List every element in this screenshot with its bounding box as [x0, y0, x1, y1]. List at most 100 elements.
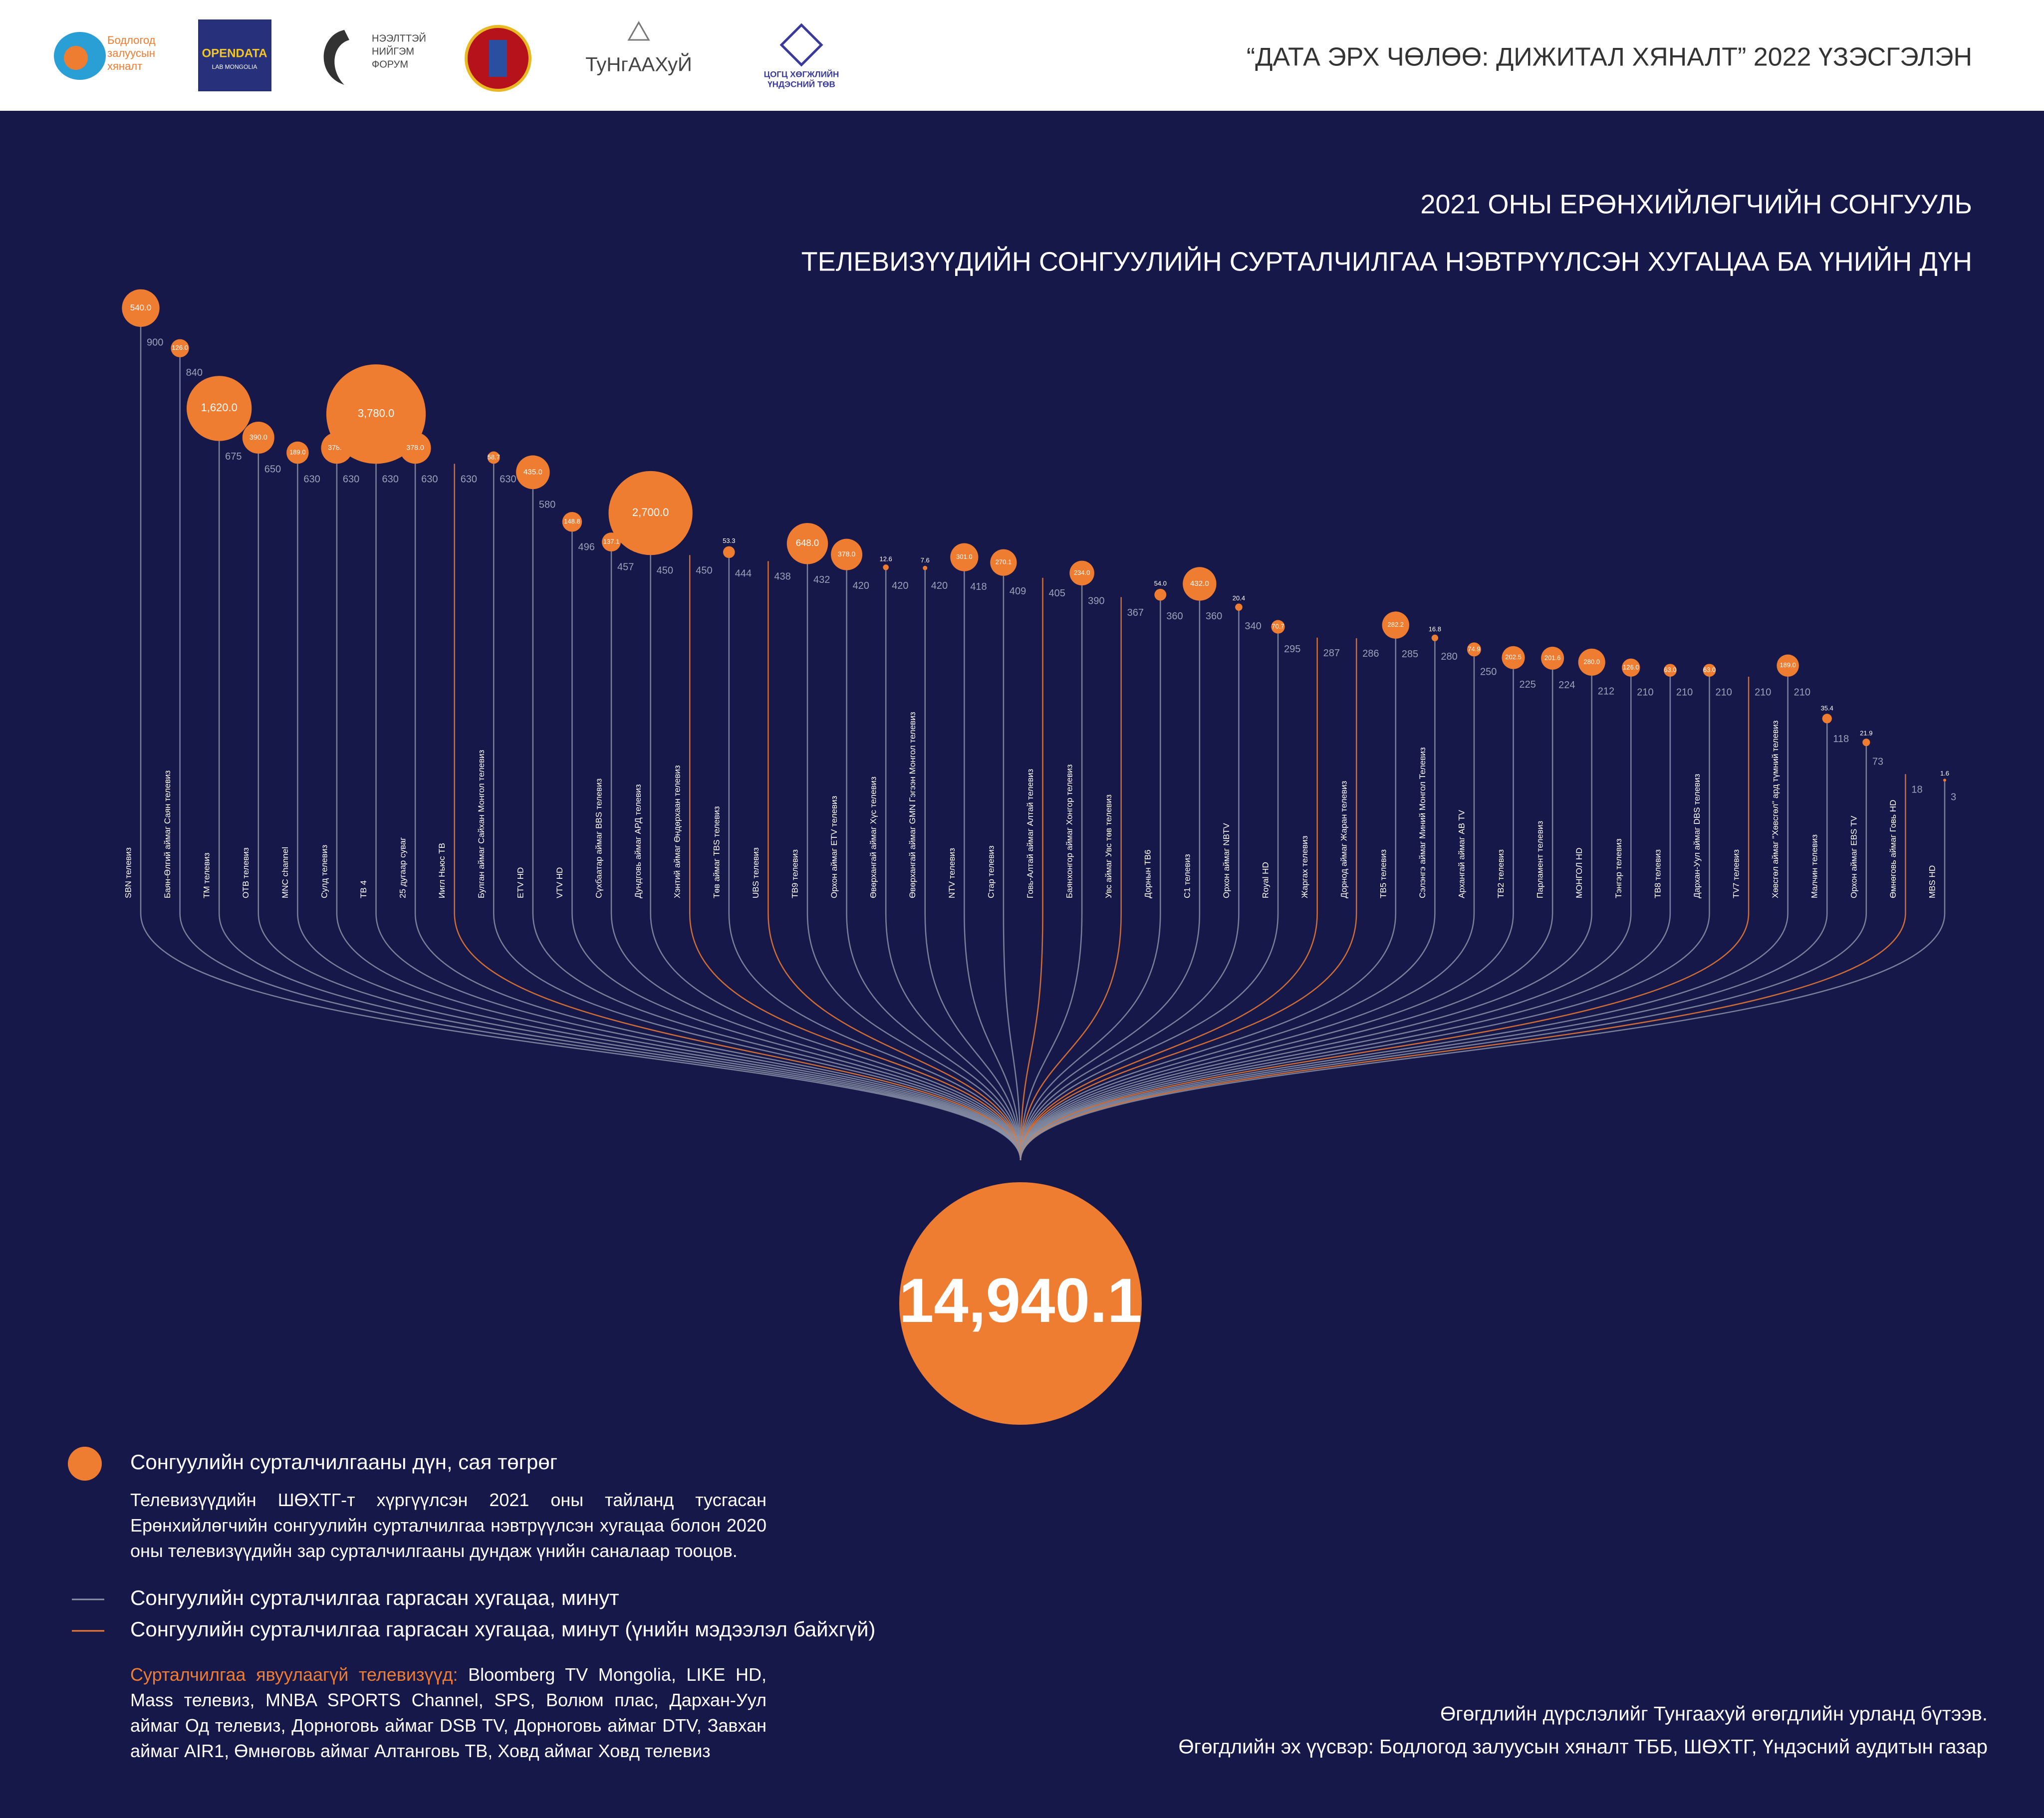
minute-label: 444: [735, 568, 752, 579]
bubble: [1703, 664, 1716, 677]
stem: [767, 561, 1022, 1161]
stem: [218, 441, 1022, 1161]
bubble-label: 70.7: [1272, 622, 1284, 630]
stem: [1020, 723, 1828, 1161]
category-label: TM телевиз: [202, 852, 212, 898]
category-label: TB5 телевиз: [1378, 849, 1388, 898]
bubble: [1467, 642, 1481, 657]
category-label: TB 4: [359, 880, 368, 898]
bubble: [1777, 654, 1799, 677]
stem: [1020, 641, 1436, 1161]
logo-text: хяналт: [107, 60, 142, 72]
stem: [1020, 638, 1357, 1161]
minute-label: 212: [1598, 686, 1614, 697]
logo-text: ТуНгААХуЙ: [585, 53, 692, 76]
stem: [846, 570, 1022, 1161]
stem: [375, 464, 1022, 1161]
minute-label: 285: [1402, 649, 1418, 660]
bubble: [399, 432, 431, 464]
category-label: Булган аймаг Сайхан Монгол телевиз: [477, 750, 486, 898]
stem: [1020, 597, 1122, 1161]
category-label: Дорнын ТВ6: [1143, 849, 1153, 898]
minute-label: 224: [1558, 680, 1575, 691]
bubble-label: 301.0: [956, 553, 973, 560]
bubble-label: 234.0: [1074, 569, 1090, 576]
bubble: [723, 546, 735, 558]
bubble: [1183, 567, 1217, 601]
minute-label: 409: [1010, 586, 1026, 597]
bubble-label: 202.5: [1505, 653, 1522, 661]
stem: [414, 464, 1022, 1161]
bubble-label: 2,700.0: [632, 506, 669, 519]
bubble-label: 378.0: [838, 550, 856, 558]
bubble-label: 7.6: [921, 556, 930, 564]
category-label: Тэнгэр телевиз: [1614, 838, 1623, 898]
category-label: Парламент телевиз: [1535, 821, 1545, 898]
bubble-label: 1,620.0: [201, 401, 237, 414]
bubble: [1943, 779, 1946, 782]
bubble: [950, 543, 979, 571]
stem: [1020, 774, 1906, 1161]
minute-label: 210: [1676, 687, 1693, 698]
legend-note: Телевизүүдийн ШӨХТГ-т хүргүүлсэн 2021 он…: [130, 1490, 766, 1561]
category-label: TB2 телевиз: [1496, 849, 1506, 898]
logo-text: ФОРУМ: [372, 59, 408, 70]
bubble-label: 58.7: [488, 453, 500, 461]
bubble-label: 282.2: [1388, 621, 1404, 628]
stem: [1020, 677, 1750, 1161]
category-label: MNC channel: [280, 847, 290, 898]
bubble: [786, 523, 828, 564]
legend-text: Сонгуулийн сурталчилгааны дүн, сая төгрө…: [130, 1450, 557, 1474]
stem: [689, 555, 1022, 1161]
stem: [1020, 600, 1161, 1161]
bubble: [1382, 611, 1409, 639]
minute-label: 630: [421, 474, 438, 485]
category-label: Өмнөговь аймаг Говь HD: [1888, 800, 1898, 898]
legend-text: Сонгуулийн сурталчилгаа гаргасан хугацаа…: [130, 1617, 875, 1641]
bubble: [286, 441, 309, 464]
bubble: [242, 422, 274, 454]
minute-label: 450: [696, 565, 712, 576]
bubble: [562, 512, 582, 532]
minute-label: 450: [657, 565, 673, 576]
stem: [1020, 638, 1397, 1161]
logo-text: ҮНДЭСНИЙ ТӨВ: [767, 79, 835, 89]
minute-label: 457: [617, 561, 634, 572]
logo-text: НИЙГЭМ: [372, 45, 414, 57]
category-label: TB8 телевиз: [1653, 849, 1662, 898]
bubble: [602, 532, 621, 552]
logo-text: LAB MONGOLIA: [212, 63, 257, 70]
stem: [610, 551, 1022, 1161]
bubble: [1578, 648, 1605, 676]
total-label: 14,940.1: [899, 1266, 1142, 1335]
category-label: MBS HD: [1927, 865, 1937, 898]
stem: [1020, 633, 1279, 1161]
category-label: Баян-Өлгий аймаг Саян телевиз: [163, 770, 172, 898]
minute-label: 900: [147, 337, 163, 348]
stem: [1020, 637, 1318, 1161]
minute-label: 360: [1206, 611, 1222, 622]
bubble-label: 540.0: [130, 303, 151, 312]
category-label: ETV HD: [515, 867, 525, 898]
minute-label: 580: [539, 499, 555, 510]
stem: [571, 531, 1022, 1161]
note-text: Bloomberg TV Mongolia, LIKE HD, Mass тел…: [130, 1664, 767, 1761]
bubble: [1862, 739, 1870, 747]
minute-label: 630: [382, 474, 399, 485]
stem: [1020, 600, 1201, 1161]
minute-label: 210: [1715, 687, 1732, 698]
category-label: Стар телевиз: [986, 845, 996, 898]
stem: [728, 558, 1022, 1161]
category-label: TV7 телевиз: [1732, 849, 1741, 898]
category-label: Орхон аймаг NBTV: [1222, 823, 1231, 898]
header-band: [0, 0, 2044, 111]
minute-label: 225: [1520, 679, 1536, 690]
bubble: [1271, 620, 1285, 634]
logo-icon: [64, 46, 88, 70]
bubble: [186, 376, 252, 441]
bubble: [831, 538, 863, 570]
logo-text: залуусын: [107, 47, 155, 59]
bubble-label: 137.1: [603, 538, 620, 545]
bubble-label: 21.9: [1860, 730, 1872, 737]
bubble-label: 16.8: [1429, 625, 1441, 633]
